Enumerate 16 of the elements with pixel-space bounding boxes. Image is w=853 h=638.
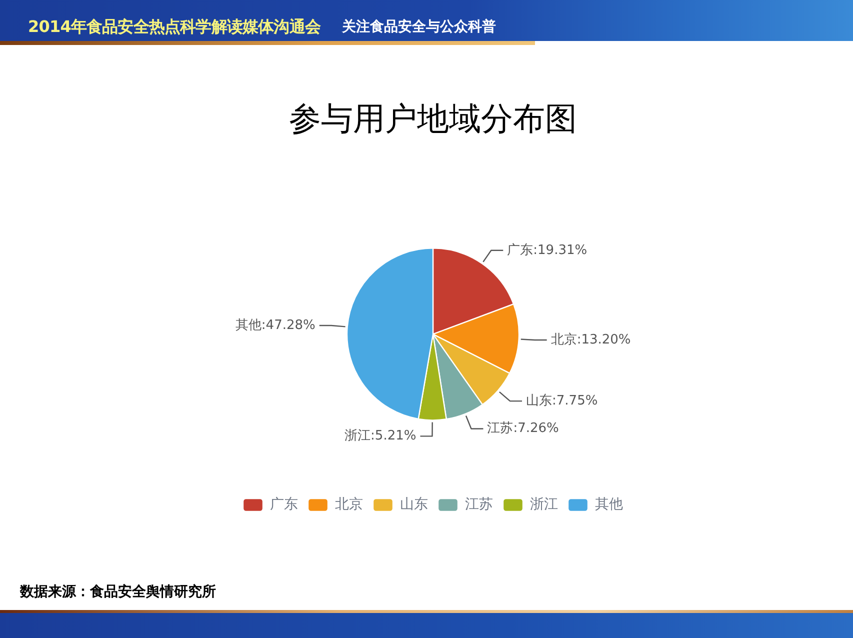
data-label: 其他:47.28% [235, 318, 316, 333]
legend-label: 其他 [595, 496, 623, 513]
legend-label: 浙江 [530, 496, 558, 513]
text: 关注食品安全与公众科普 [342, 19, 496, 35]
data-label: 广东:19.31% [507, 242, 588, 258]
legend-label: 广东 [270, 496, 298, 513]
source-note: 数据来源：食品安全舆情研究所 [20, 584, 216, 600]
data-label: 北京:13.20% [550, 332, 631, 348]
legend-label: 北京 [335, 496, 363, 513]
data-label: 江苏:7.26% [487, 421, 559, 436]
legend-label: 山东 [400, 496, 428, 513]
chart-title: 参与用户地域分布图 [289, 100, 577, 138]
legend-label: 江苏 [465, 496, 493, 513]
data-label: 浙江:5.21% [344, 428, 416, 444]
data-label: 山东:7.75% [526, 393, 598, 408]
text: 2014年食品安全热点科学解读媒体沟通会 [28, 17, 321, 36]
